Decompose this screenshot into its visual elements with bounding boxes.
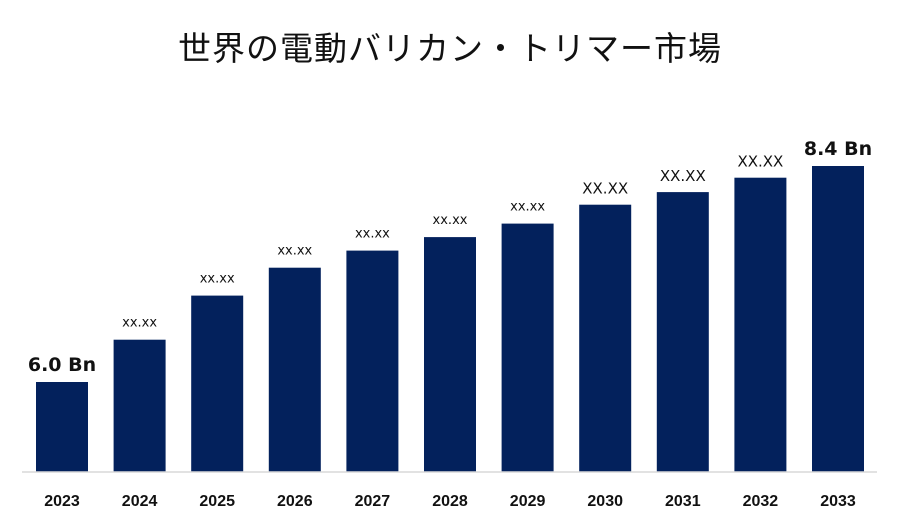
x-tick-label-2029: 2029 xyxy=(510,493,546,510)
x-tick-labels: 2023 2024 2025 2026 2027 2028 2029 2030 2031 2032… xyxy=(44,493,856,510)
labels-group: 6.0 Bn xx.xx xx.xx xx.xx xx.xx xx.xx xx.xx XX.X… xyxy=(28,138,872,376)
x-tick-label-2027: 2027 xyxy=(355,493,391,510)
x-tick-label-2023: 2023 xyxy=(44,493,80,510)
data-label-2031: XX.XX xyxy=(660,167,706,185)
bar-2031 xyxy=(656,192,709,472)
x-tick-label-2026: 2026 xyxy=(277,493,313,510)
bar-2025 xyxy=(191,295,244,472)
data-label-2029: xx.xx xyxy=(510,200,545,215)
data-label-2032: XX.XX xyxy=(737,153,783,171)
data-label-2024: xx.xx xyxy=(122,316,157,331)
bars-group xyxy=(36,166,864,472)
bar-2033 xyxy=(812,166,864,472)
bar-2029 xyxy=(501,223,554,472)
data-label-2023: 6.0 Bn xyxy=(28,354,96,376)
x-tick-label-2032: 2032 xyxy=(743,493,779,510)
x-tick-label-2033: 2033 xyxy=(820,493,856,510)
bar-2023 xyxy=(36,382,88,472)
x-tick-label-2024: 2024 xyxy=(122,493,158,510)
x-tick-label-2031: 2031 xyxy=(665,493,701,510)
bar-2030 xyxy=(579,204,632,472)
data-label-2026: xx.xx xyxy=(277,244,312,259)
chart-title: 世界の電動バリカン・トリマー市場 xyxy=(178,29,722,68)
bar-2032 xyxy=(734,177,787,472)
bar-2027 xyxy=(346,250,399,472)
data-label-2025: xx.xx xyxy=(200,272,235,287)
data-label-2033: 8.4 Bn xyxy=(804,138,872,160)
x-tick-label-2025: 2025 xyxy=(199,493,235,510)
bar-2026 xyxy=(268,267,321,472)
x-tick-label-2028: 2028 xyxy=(432,493,468,510)
bar-2028 xyxy=(424,237,476,472)
x-tick-label-2030: 2030 xyxy=(587,493,623,510)
data-label-2030: XX.XX xyxy=(582,180,628,198)
data-label-2027: xx.xx xyxy=(355,227,390,242)
data-label-2028: xx.xx xyxy=(433,213,468,228)
bar-2024 xyxy=(113,339,166,472)
